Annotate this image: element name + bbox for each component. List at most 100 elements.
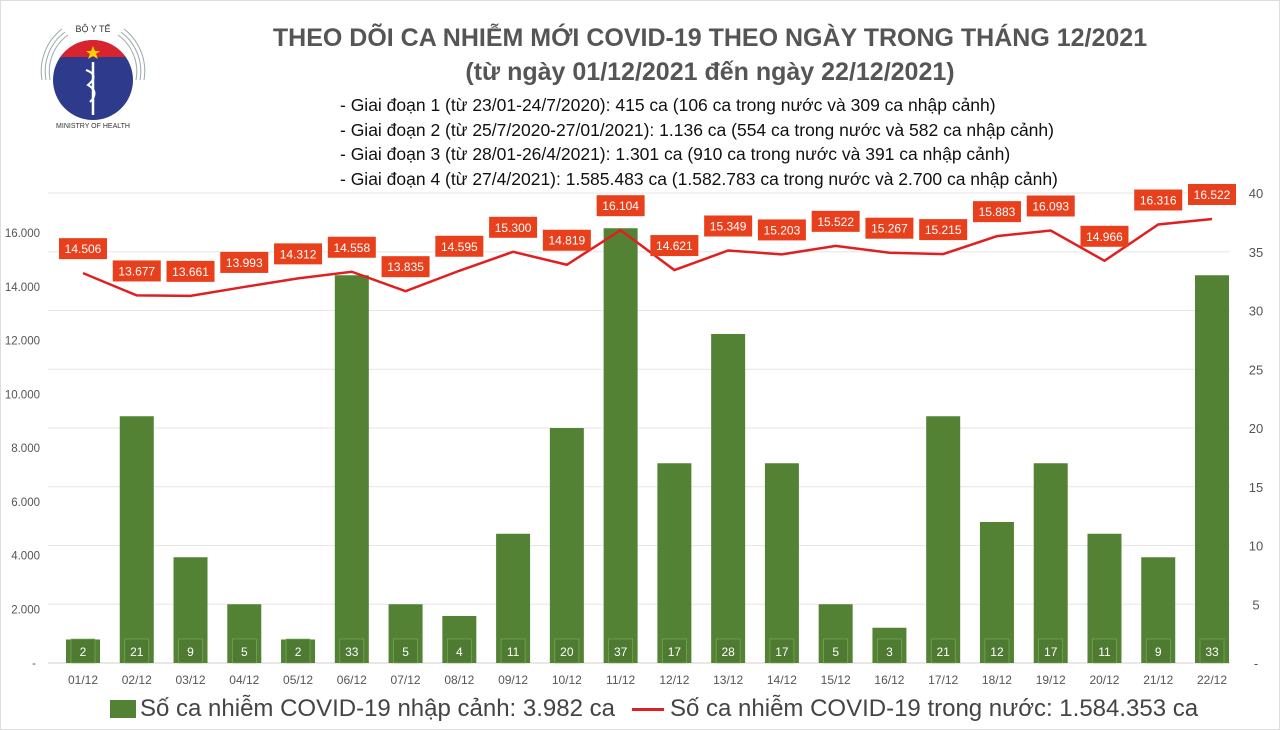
line-data-label: 13.835 [387,260,424,274]
left-axis-tick: 10.000 [5,389,40,401]
line-label-box [757,219,806,241]
legend-line: Số ca nhiễm COVID-19 trong nước: 1.584.3… [632,695,1198,723]
line-data-label: 14.966 [1086,230,1123,244]
x-axis-tick: 09/12 [498,673,528,687]
line-label-box [1080,225,1129,247]
x-axis-tick: 19/12 [1036,673,1066,687]
bar [549,428,584,663]
line-data-label: 13.677 [118,264,155,278]
left-axis-tick: 6.000 [11,497,40,509]
phase-note: - Giai đoạn 3 (từ 28/01-26/4/2021): 1.30… [340,144,1011,164]
line-data-label: 15.203 [764,223,801,237]
x-axis-tick: 18/12 [982,673,1012,687]
bar [926,416,961,663]
bar-label-box [178,638,203,664]
phase-note: - Giai đoạn 1 (từ 23/01-24/7/2020): 415 … [340,95,996,115]
legend-bar: Số ca nhiễm COVID-19 nhập cảnh: 3.982 ca [110,695,615,723]
bar-data-label: 9 [1155,645,1162,659]
x-axis-tick: 13/12 [713,673,743,687]
bar [1033,463,1068,663]
x-axis-tick: 06/12 [337,673,367,687]
x-axis-tick: 02/12 [122,673,152,687]
bar-label-box [1038,638,1064,664]
bar [334,275,369,663]
left-axis-tick: 4.000 [11,551,40,563]
x-axis-tick: 07/12 [391,673,421,687]
line-data-label: 15.522 [817,215,854,229]
bar-label-box [70,638,96,664]
line-data-label: 16.316 [1140,194,1177,208]
legend-bar-swatch [110,700,136,718]
x-axis-tick: 14/12 [767,673,797,687]
x-axis-tick: 17/12 [928,673,958,687]
bar-data-label: 2 [295,645,302,659]
bar-label-box [769,638,795,664]
bar-data-label: 33 [1205,645,1219,659]
svg-text:MINISTRY OF HEALTH: MINISTRY OF HEALTH [56,123,130,130]
left-axis-tick: - [32,658,36,670]
bar-data-label: 17 [775,645,789,659]
phase-note: - Giai đoạn 2 (từ 25/7/2020-27/01/2021):… [340,119,1054,140]
bar-data-label: 12 [990,645,1004,659]
line-data-label: 13.993 [226,256,263,270]
bar-data-label: 21 [937,645,951,659]
bar [764,463,799,663]
line-label-box [1188,183,1236,205]
left-axis-tick: 16.000 [5,228,40,240]
line-data-label: 14.506 [65,242,102,256]
line-data-label: 14.819 [549,234,586,248]
bar-data-label: 37 [614,645,628,659]
line-data-label: 13.661 [172,265,209,279]
line-label-box [274,243,323,265]
bar-label-box [554,638,580,664]
bar-label-box [285,638,311,664]
right-axis-tick: 35 [1249,245,1263,260]
phase-note: - Giai đoạn 4 (từ 27/4/2021): 1.585.483 … [340,168,1058,189]
line-label-box [865,217,914,239]
left-axis-tick: 12.000 [5,336,40,348]
bar-label-box [1199,638,1225,664]
bar-data-label: 9 [187,645,194,659]
bar-data-label: 5 [402,645,409,659]
legend-bar-label: Số ca nhiễm COVID-19 nhập cảnh: 3.982 ca [140,695,615,722]
line-data-label: 16.522 [1194,188,1231,202]
right-axis-tick: - [1254,656,1258,671]
line-label-box [59,238,107,260]
bar-label-box [823,638,848,664]
x-axis-tick: 21/12 [1143,673,1173,687]
bar-data-label: 28 [721,645,735,659]
bar-data-label: 20 [560,645,574,659]
bar-label-box [124,638,150,664]
line-data-label: 14.312 [280,247,317,261]
line-label-box [1026,195,1075,217]
bar-label-box [930,638,956,664]
bar-label-box [447,638,472,664]
x-axis-tick: 05/12 [283,673,313,687]
bar [1195,275,1229,663]
line-label-box [327,236,376,258]
bar-label-box [339,638,365,664]
line-data-label: 15.883 [979,205,1016,219]
bar-data-label: 4 [456,645,463,659]
x-axis-tick: 08/12 [444,673,474,687]
line-data-label: 15.215 [925,223,962,237]
line-label-box [435,235,484,257]
left-axis-tick: 14.000 [5,282,40,294]
line-data-label: 15.267 [871,222,908,236]
line-label-box [489,216,538,238]
line-label-box [650,235,699,257]
x-axis-tick: 20/12 [1089,673,1119,687]
bar [603,228,638,663]
x-axis-tick: 11/12 [606,673,635,687]
line-data-label: 14.621 [656,239,693,253]
bar-label-box [500,638,526,664]
bar-data-label: 17 [668,645,682,659]
chart-title: THEO DÕI CA NHIỄM MỚI COVID-19 THEO NGÀY… [272,24,1148,52]
bar-data-label: 5 [832,645,839,659]
bar [657,463,692,663]
bar-label-box [393,638,418,664]
bar-label-box [231,638,257,664]
line-label-box [220,251,269,273]
right-axis-tick: 25 [1249,362,1263,377]
